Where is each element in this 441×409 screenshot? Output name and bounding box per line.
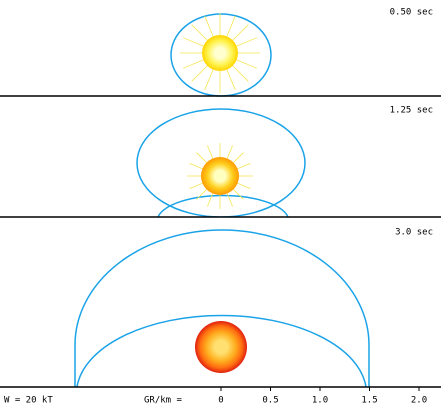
ray (196, 152, 207, 163)
shock-front (74, 229, 370, 387)
tick-label: 0 (218, 396, 223, 406)
yield-label: W = 20 kT (4, 396, 53, 406)
panel-1: 0.50 sec (0, 8, 441, 97)
panel-3: 3.0 sec (0, 228, 441, 388)
panel-2: 1.25 sec (0, 106, 441, 218)
ray (226, 69, 236, 91)
ray (236, 59, 258, 69)
ray (207, 145, 214, 159)
ray (236, 37, 258, 47)
time-label: 3.0 sec (395, 228, 433, 238)
ray (207, 193, 214, 207)
shock-front (136, 108, 306, 217)
tick-label: 1.0 (312, 396, 328, 406)
ray (237, 163, 251, 170)
time-label: 0.50 sec (390, 8, 433, 18)
fireball (195, 321, 247, 373)
ray (226, 15, 236, 37)
axis: W = 20 kT GR/km = 0 0.5 1.0 1.5 2.0 (4, 387, 427, 406)
ray (189, 182, 203, 189)
ray (237, 182, 251, 189)
ray (226, 193, 233, 207)
reflected-wave (157, 194, 289, 218)
ray (232, 65, 249, 82)
ray (233, 189, 244, 200)
ray (204, 69, 214, 91)
ray (233, 152, 244, 163)
ray (182, 37, 204, 47)
ray (191, 65, 208, 82)
rays (180, 13, 260, 93)
time-label: 1.25 sec (390, 106, 433, 116)
ray (191, 24, 208, 41)
ray (182, 59, 204, 69)
axis-label: GR/km = (144, 396, 183, 406)
ray (232, 24, 249, 41)
fireball (202, 35, 238, 71)
ray (189, 163, 203, 170)
reflected-wave (76, 314, 367, 388)
tick-label: 2.0 (411, 396, 427, 406)
tick-label: 0.5 (262, 396, 278, 406)
ray (204, 15, 214, 37)
ray (196, 189, 207, 200)
ray (226, 145, 233, 159)
fireball (201, 157, 239, 195)
rays (187, 143, 253, 209)
tick-label: 1.5 (361, 396, 377, 406)
